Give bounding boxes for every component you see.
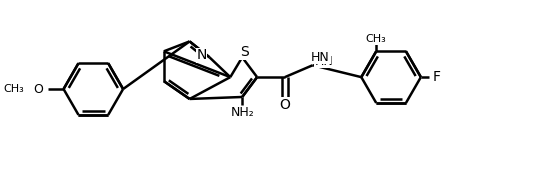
Text: F: F [433,70,441,84]
Text: O: O [33,83,43,96]
Text: N: N [196,48,207,62]
Text: NH₂: NH₂ [231,106,254,119]
Text: CH₃: CH₃ [3,84,24,94]
Text: O: O [279,98,291,112]
Text: CH₃: CH₃ [366,34,387,44]
Text: S: S [240,45,249,59]
Text: HN: HN [315,55,333,68]
Text: HN: HN [311,51,330,64]
